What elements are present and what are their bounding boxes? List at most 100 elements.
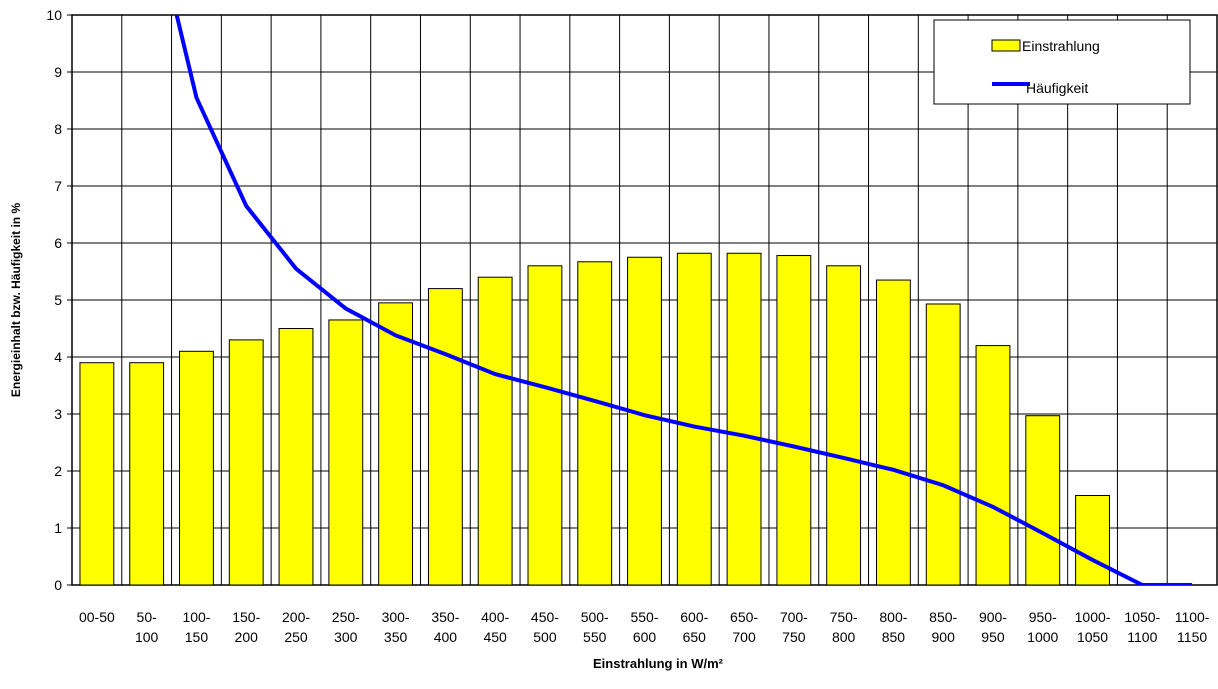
x-tick-label-line: 50- bbox=[137, 609, 158, 625]
x-tick-label-line: 1150 bbox=[1177, 629, 1207, 645]
y-tick-label: 6 bbox=[54, 235, 62, 251]
y-tick-label: 4 bbox=[54, 349, 62, 365]
x-tick-label-line: 400- bbox=[481, 609, 509, 625]
y-tick-label: 10 bbox=[46, 7, 62, 23]
x-tick-label-line: 1050 bbox=[1077, 629, 1108, 645]
bar bbox=[975, 345, 1011, 586]
x-tick-label-line: 750 bbox=[782, 629, 806, 645]
y-tick-label: 1 bbox=[54, 520, 62, 536]
x-tick-label-line: 900- bbox=[979, 609, 1007, 625]
x-tick-label: 100- 150 bbox=[182, 609, 210, 645]
x-tick-label-line: 600- bbox=[680, 609, 708, 625]
x-tick-label-line: 150 bbox=[185, 629, 209, 645]
x-tick-label: 900- 950 bbox=[979, 609, 1007, 645]
bar bbox=[875, 279, 911, 586]
bar bbox=[527, 265, 563, 586]
x-tick-label-line: 500 bbox=[533, 629, 557, 645]
x-tick-label-line: 200 bbox=[235, 629, 259, 645]
x-axis-title: Einstrahlung in W/m² bbox=[593, 656, 724, 671]
x-tick-label: 700- 750 bbox=[780, 609, 808, 645]
bar bbox=[79, 362, 115, 586]
x-tick-label: 1050- 1100 bbox=[1124, 609, 1160, 645]
x-tick-label-line: 650- bbox=[730, 609, 758, 625]
bar bbox=[627, 256, 662, 586]
y-tick-label: 9 bbox=[54, 64, 62, 80]
x-tick-label: 400- 450 bbox=[481, 609, 509, 645]
bar bbox=[328, 319, 364, 586]
legend-swatch bbox=[991, 39, 1021, 52]
bar bbox=[776, 255, 812, 586]
x-tick-label-line: 1000- bbox=[1075, 609, 1111, 625]
x-tick-label-line: 850- bbox=[929, 609, 957, 625]
x-tick-label-line: 550 bbox=[583, 629, 607, 645]
x-tick-label: 850- 900 bbox=[929, 609, 957, 645]
x-tick-label-line: 300- bbox=[382, 609, 410, 625]
x-tick-label: 50-100 bbox=[135, 609, 159, 645]
x-tick-label: 950- 1000 bbox=[1027, 609, 1058, 645]
x-tick-label-line: 700- bbox=[780, 609, 808, 625]
x-tick-label-line: 950- bbox=[1029, 609, 1057, 625]
x-tick-label-line: 800 bbox=[832, 629, 856, 645]
legend-box bbox=[933, 19, 1191, 105]
x-tick-label: 650- 700 bbox=[730, 609, 758, 645]
x-tick-label-line: 450- bbox=[531, 609, 559, 625]
x-tick-label-line: 200- bbox=[282, 609, 310, 625]
bar bbox=[228, 339, 264, 586]
x-tick-label-line: 750- bbox=[830, 609, 858, 625]
x-tick-label: 600- 650 bbox=[680, 609, 708, 645]
y-tick-label: 0 bbox=[54, 577, 62, 593]
x-tick-label-line: 150- bbox=[232, 609, 260, 625]
x-tick-label-line: 1100- bbox=[1175, 609, 1210, 625]
x-tick-label-line: 500- bbox=[581, 609, 609, 625]
y-tick-label: 7 bbox=[54, 178, 62, 194]
x-tick-label: 00-50 bbox=[79, 609, 115, 625]
x-tick-label: 550- 600 bbox=[630, 609, 658, 645]
bar bbox=[577, 261, 613, 586]
legend-label: Häufigkeit bbox=[1026, 80, 1088, 96]
bar bbox=[925, 303, 961, 586]
x-tick-label-line: 850 bbox=[882, 629, 906, 645]
bar bbox=[477, 276, 513, 586]
x-tick-label: 450- 500 bbox=[531, 609, 559, 645]
y-tick-label: 2 bbox=[54, 463, 62, 479]
bar bbox=[1025, 415, 1061, 586]
x-tick-label-line: 650 bbox=[683, 629, 707, 645]
bar bbox=[129, 362, 165, 586]
y-tick-label: 8 bbox=[54, 121, 62, 137]
bar bbox=[1075, 495, 1110, 586]
x-tick-label-line: 950 bbox=[981, 629, 1005, 645]
x-tick-label: 150- 200 bbox=[232, 609, 260, 645]
bar bbox=[726, 252, 762, 586]
x-tick-label-line: 550- bbox=[630, 609, 658, 625]
x-tick-label-line: 100- bbox=[182, 609, 210, 625]
y-tick-label: 3 bbox=[54, 406, 62, 422]
x-tick-label: 1000- 1050 bbox=[1075, 609, 1111, 645]
x-tick-label: 750- 800 bbox=[830, 609, 858, 645]
x-tick-label-line: 350 bbox=[384, 629, 408, 645]
bar bbox=[278, 328, 314, 586]
legend-label: Einstrahlung bbox=[1022, 38, 1100, 54]
bar bbox=[676, 252, 712, 586]
bar bbox=[179, 350, 214, 586]
x-tick-label-line: 600 bbox=[633, 629, 657, 645]
x-tick-label-line: 400 bbox=[434, 629, 458, 645]
bar bbox=[826, 265, 862, 586]
x-tick-label-line: 1100 bbox=[1127, 629, 1157, 645]
x-tick-label-line: 1000 bbox=[1027, 629, 1058, 645]
y-tick-label: 5 bbox=[54, 292, 62, 308]
x-tick-label-line: 350- bbox=[431, 609, 459, 625]
x-tick-label-line: 1050- bbox=[1124, 609, 1160, 625]
x-tick-label: 200- 250 bbox=[282, 609, 310, 645]
x-tick-label-line: 300 bbox=[334, 629, 358, 645]
x-tick-label: 1100- 1150 bbox=[1175, 609, 1210, 645]
x-tick-label-line: 800- bbox=[879, 609, 907, 625]
bar bbox=[427, 288, 463, 586]
x-tick-label-line: 250 bbox=[284, 629, 308, 645]
x-tick-label: 300- 350 bbox=[382, 609, 410, 645]
x-tick-label-line: 900 bbox=[932, 629, 956, 645]
x-tick-label: 250- 300 bbox=[332, 609, 360, 645]
x-tick-label-line: 250- bbox=[332, 609, 360, 625]
x-tick-label-line: 100 bbox=[135, 629, 159, 645]
x-tick-label: 350- 400 bbox=[431, 609, 459, 645]
